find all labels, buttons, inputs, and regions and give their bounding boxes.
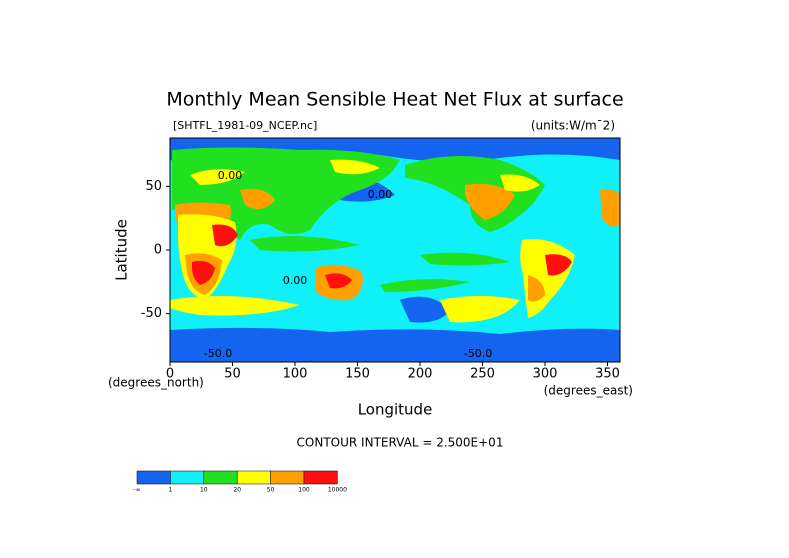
contour-interval: CONTOUR INTERVAL = 2.500E+01 [297, 436, 504, 450]
x-tick-label: 350 [595, 367, 620, 382]
x-tick-label: 50 [224, 367, 241, 382]
ocean-band [250, 236, 360, 252]
colorbar-swatch [236, 470, 271, 485]
contour-label: 0.00 [218, 169, 243, 182]
x-tick-label: 0 [166, 367, 174, 382]
ocean-band [170, 296, 300, 316]
x-tick-label: 300 [533, 367, 558, 382]
x-tick-label: 200 [408, 367, 433, 382]
x-tick-label: 100 [283, 367, 308, 382]
subtitle-right: (units:W/m¯2) [531, 119, 615, 133]
colorbar-label: 50 [267, 487, 275, 494]
colorbar-label: 1 [168, 487, 172, 494]
land-warm [500, 174, 540, 192]
y-tick-label: 50 [145, 179, 162, 194]
arctic-band [170, 138, 620, 165]
contour-label: 0.00 [368, 188, 393, 201]
land-warm [190, 169, 245, 185]
colorbar-label: 100 [298, 487, 310, 494]
y-tick-label: 0 [154, 243, 162, 258]
contour-label: 0.00 [283, 274, 308, 287]
colorbar-label: 10000 [328, 487, 347, 494]
land-hot [528, 275, 545, 302]
y-axis-label: Latitude [113, 219, 131, 281]
colorbar-swatch [170, 470, 205, 485]
colorbar-label: 10 [200, 487, 208, 494]
antarctic-band [170, 327, 620, 362]
colorbar-swatch [270, 470, 305, 485]
ocean-low [400, 296, 450, 323]
land-hot [600, 189, 620, 227]
colorbar-swatch [303, 470, 338, 485]
colorbar-label: -∞ [133, 487, 140, 494]
ocean-band [440, 296, 520, 323]
land-hottest [212, 224, 238, 247]
ocean-band [380, 279, 470, 292]
x-tick-label: 250 [470, 367, 495, 382]
land-hottest [325, 273, 352, 289]
x-unit: (degrees_east) [544, 384, 633, 398]
colorbar-swatch [136, 470, 171, 485]
colorbar-swatch [203, 470, 238, 485]
x-tick-label: 150 [345, 367, 370, 382]
ocean-band [420, 252, 510, 266]
land-hottest [192, 260, 215, 285]
x-axis-label: Longitude [358, 401, 433, 419]
title: Monthly Mean Sensible Heat Net Flux at s… [166, 89, 623, 111]
contour-label: -50.0 [464, 347, 492, 360]
land-hot [465, 183, 515, 220]
land-warm [330, 159, 380, 175]
contour-label: -50.0 [204, 347, 232, 360]
land-hottest [545, 254, 572, 276]
land-hot [240, 188, 275, 209]
y-unit: (degrees_north) [108, 376, 204, 390]
colorbar-label: 20 [233, 487, 241, 494]
subtitle-left: [SHTFL_1981-09_NCEP.nc] [173, 119, 317, 132]
y-tick-label: -50 [141, 306, 162, 321]
map-field [169, 137, 621, 363]
